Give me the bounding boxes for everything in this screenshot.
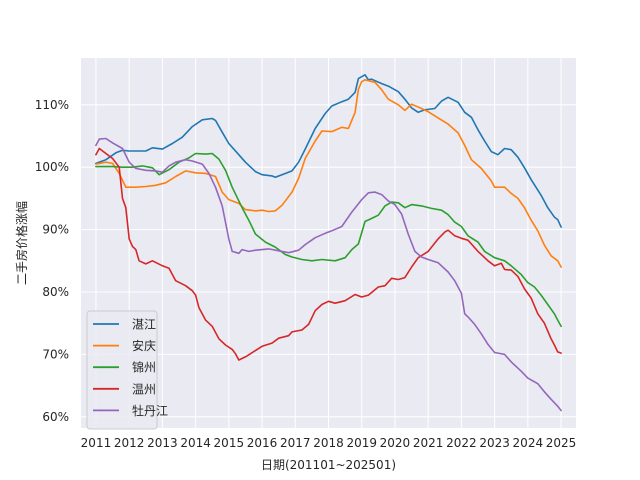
y-tick-label: 100% <box>35 160 69 174</box>
x-axis-title: 日期(201101~202501) <box>261 458 396 472</box>
series-lines <box>95 74 562 412</box>
y-axis-title: 二手房价格涨幅 <box>14 201 29 285</box>
series-line-5 <box>95 137 562 412</box>
x-tick-label: 2024 <box>513 436 544 450</box>
series-line-4 <box>95 147 562 361</box>
y-tick-label: 70% <box>42 347 69 361</box>
x-tick-label: 2025 <box>546 436 577 450</box>
grid-lines <box>81 58 576 428</box>
x-tick-label: 2014 <box>180 436 211 450</box>
x-tick-label: 2023 <box>479 436 510 450</box>
series-line-1 <box>95 74 562 228</box>
y-tick-label: 110% <box>35 98 69 112</box>
x-tick-label: 2021 <box>413 436 444 450</box>
x-tick-label: 2015 <box>214 436 245 450</box>
legend-label: 湛江 <box>132 318 156 332</box>
y-tick-label: 80% <box>42 285 69 299</box>
legend-label: 锦州 <box>132 361 156 375</box>
x-tick-label: 2013 <box>147 436 178 450</box>
x-tick-label: 2022 <box>446 436 477 450</box>
x-tick-label: 2020 <box>380 436 411 450</box>
legend-label: 牡丹江 <box>132 403 168 418</box>
tick-labels: 2011 2012 2013 2014 2015 2016 2017 2018 2019 2020… <box>35 98 577 450</box>
legend-label: 安庆 <box>132 338 156 353</box>
series-line-3 <box>95 152 562 328</box>
legend-box <box>86 310 158 430</box>
x-tick-label: 2017 <box>280 436 311 450</box>
x-tick-label: 2011 <box>81 436 112 450</box>
x-tick-label: 2012 <box>114 436 145 450</box>
legend-label: 温州 <box>132 382 156 396</box>
x-tick-label: 2019 <box>346 436 377 450</box>
y-tick-label: 90% <box>42 223 69 237</box>
series-line-2 <box>95 79 562 268</box>
x-tick-label: 2018 <box>313 436 344 450</box>
x-tick-label: 2016 <box>247 436 278 450</box>
y-tick-label: 60% <box>42 410 69 424</box>
